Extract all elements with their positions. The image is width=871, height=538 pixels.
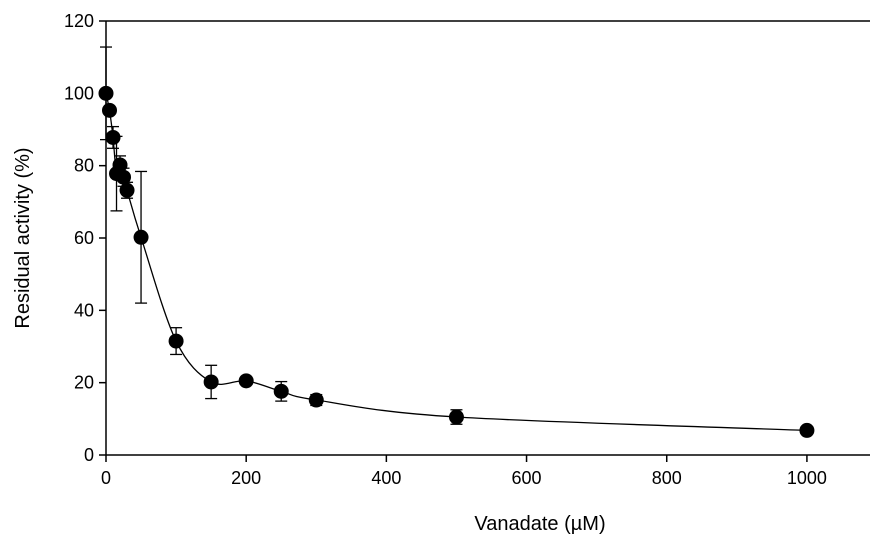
y-tick-label: 40 [74,300,94,320]
data-point [102,102,118,118]
data-point [116,169,132,185]
y-tick-label: 0 [84,445,94,465]
data-point [105,129,121,145]
x-tick-label: 1000 [787,468,827,488]
x-tick-label: 200 [231,468,261,488]
data-point [238,373,254,389]
y-axis-title: Residual activity (%) [12,147,34,328]
x-tick-label: 600 [512,468,542,488]
x-tick-label: 800 [652,468,682,488]
data-point [308,392,324,408]
y-tick-label: 80 [74,156,94,176]
x-axis-title: Vanadate (µM) [474,513,605,535]
data-point [799,422,815,438]
data-point [273,383,289,399]
x-tick-label: 400 [371,468,401,488]
data-point [448,409,464,425]
y-tick-label: 120 [64,11,94,31]
data-point [133,229,149,245]
y-tick-label: 100 [64,83,94,103]
data-point [168,333,184,349]
data-point [203,374,219,390]
y-tick-label: 20 [74,373,94,393]
y-tick-label: 60 [74,228,94,248]
x-tick-label: 0 [101,468,111,488]
plot-area: 0 20 40 60 80 100 120 0 200 400 600 800 1000 [64,11,870,488]
data-point [112,157,128,173]
data-point [98,85,114,101]
data-point [119,182,135,198]
